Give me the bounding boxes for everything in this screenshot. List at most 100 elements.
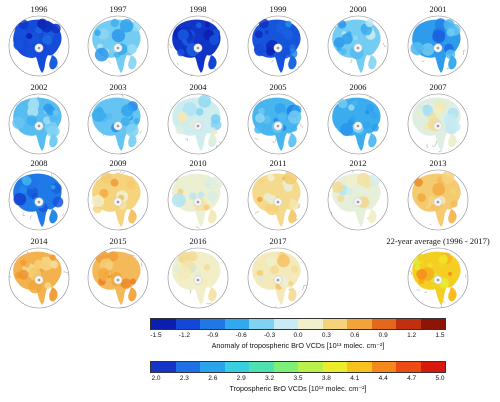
polar-map [167,93,229,155]
colorbar-tick-label: 1.5 [435,332,445,339]
bro-patch [12,116,25,130]
bro-patch [257,269,264,277]
bro-patch [364,181,371,188]
colorbar-tick-label: 2.9 [236,375,246,382]
polar-map [8,15,70,77]
colorbar-swatch [175,362,200,372]
colorbar-swatch [249,319,274,329]
bro-patch [52,109,59,116]
colorbar-tick-label: 1.2 [407,332,417,339]
map-panel-2005: 2005 [243,82,313,155]
bay-field [49,287,58,302]
land-contour [212,250,217,253]
colorbar-swatch [371,319,396,329]
bro-patch [129,278,136,285]
bay-field [128,209,137,224]
land-contour [424,291,428,293]
bro-patch [416,268,427,280]
bay-field [368,55,377,70]
land-contour [349,58,353,64]
land-contour [22,307,26,308]
bro-patch [210,114,221,124]
pole-marker [276,46,280,50]
bay-field [49,133,58,148]
land-contour [130,254,135,256]
bro-patch [20,259,27,266]
bro-patch [26,115,38,126]
land-contour [330,102,336,105]
land-contour [344,72,350,76]
bay-field [448,55,457,70]
land-contour [62,134,65,136]
map-panel-2010: 2010 [163,158,233,231]
polar-map [8,247,70,309]
land-contour [271,138,277,143]
bro-patch [108,251,119,262]
land-contour [185,138,189,142]
land-contour [330,225,334,230]
bay-field [288,55,297,70]
bro-patch [182,102,197,117]
colorbar-swatch [347,362,372,372]
bro-patch [203,264,211,271]
colorbar-tick-label: 0.9 [378,332,388,339]
pole-marker [436,46,440,50]
pole-marker [436,124,440,128]
bro-patch [127,43,138,54]
land-contour [182,73,185,76]
land-contour [274,305,277,308]
bro-patch [133,117,140,124]
land-contour [63,271,69,275]
polar-map [247,93,309,155]
bro-patch [422,105,434,117]
bro-patch [35,175,41,182]
colorbar-tick-label: -0.6 [235,332,247,339]
bay-field [128,133,137,148]
land-contour [139,258,144,263]
bay-field [448,133,457,148]
colorbar-tick-label: 2.3 [179,375,189,382]
colorbar-swatch [151,362,176,372]
bro-patch [189,192,197,201]
panel-year-label: 2007 [429,82,447,92]
bro-patch [177,29,190,41]
bro-patch [370,111,378,119]
land-contour [51,172,54,178]
bro-patch [451,122,461,132]
bro-patch [254,125,263,134]
panel-year-label: 2016 [189,236,207,246]
bro-patch [49,114,58,123]
pole-marker [276,124,280,128]
bro-patch [110,178,119,187]
bro-patch [414,264,421,271]
map-panel-2008: 2008 [4,158,74,231]
land-contour [145,290,148,293]
colorbar-swatch [200,362,225,372]
land-contour [430,223,432,226]
bro-patch [211,193,216,198]
bro-patch [417,254,425,262]
colorbar-swatch [224,362,249,372]
bro-patch [97,267,110,280]
bro-patch [13,192,27,206]
pole-marker [356,124,360,128]
land-contour [66,181,69,188]
pole-marker [116,278,120,282]
map-panel-2006: 2006 [323,82,393,155]
bro-patch [347,119,354,126]
land-contour [66,141,69,145]
bro-patch [446,28,455,37]
panel-year-label: 2005 [269,82,287,92]
bro-patch [26,47,38,59]
bay-field [368,133,377,148]
colorbar-tick-label: 4.7 [407,375,417,382]
bro-patch [210,176,223,190]
land-contour [439,303,442,308]
bro-patch [209,34,220,46]
bro-patch [177,266,192,280]
bro-patch [361,24,373,36]
bro-patch [120,278,132,289]
pole-marker [196,46,200,50]
panel-year-label: 2015 [109,236,127,246]
land-contour [22,213,26,217]
